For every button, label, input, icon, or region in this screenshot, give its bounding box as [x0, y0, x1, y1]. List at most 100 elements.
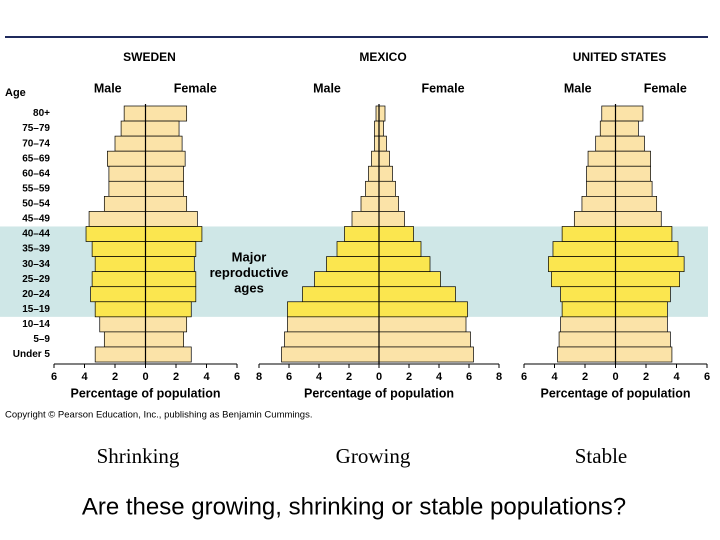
bar [615, 286, 671, 303]
bar [573, 211, 616, 227]
bar [615, 196, 658, 212]
age-category: 50–54 [22, 199, 50, 210]
bar [91, 271, 146, 288]
bar [615, 105, 644, 122]
bar [368, 165, 380, 182]
x-tick-label: 0 [142, 371, 148, 383]
bar [378, 196, 399, 212]
x-tick-label: 4 [673, 371, 680, 383]
bar [581, 196, 616, 212]
bar [145, 211, 198, 227]
bar [557, 346, 616, 363]
bar [599, 120, 616, 137]
x-tick-label: 2 [643, 371, 649, 383]
band-annotation: Major [232, 249, 267, 264]
bar [615, 226, 673, 242]
bar [615, 241, 679, 257]
bar [344, 226, 380, 242]
bar [145, 256, 195, 273]
x-axis-label: Percentage of population [70, 386, 220, 400]
x-tick-label: 2 [173, 371, 179, 383]
chart-title: SWEDEN [123, 50, 176, 64]
bar [615, 211, 662, 227]
x-tick-label: 0 [376, 371, 382, 383]
chart-title: UNITED STATES [573, 50, 667, 64]
age-category: Under 5 [13, 349, 51, 360]
bar [145, 316, 188, 333]
age-category: 60–64 [22, 168, 50, 179]
age-category: 15–19 [22, 304, 50, 315]
age-category: 65–69 [22, 153, 50, 164]
bar [123, 105, 146, 122]
age-label: Age [5, 87, 26, 99]
bar [548, 256, 616, 273]
question: Are these growing, shrinking or stable p… [82, 493, 626, 520]
legend-label: Female [644, 81, 687, 95]
bar [145, 346, 192, 363]
bar [378, 226, 414, 242]
x-tick-label: 6 [466, 371, 472, 383]
bar [378, 180, 396, 197]
bar [615, 316, 668, 333]
age-category: 80+ [33, 108, 50, 119]
bar [365, 180, 380, 197]
age-category: 10–14 [22, 319, 50, 330]
x-tick-label: 8 [496, 371, 502, 383]
bar [561, 226, 616, 242]
x-tick-label: 4 [316, 371, 323, 383]
x-tick-label: 0 [612, 371, 618, 383]
bar [378, 150, 390, 167]
bar [615, 331, 671, 348]
caption: Shrinking [97, 444, 180, 468]
bar [88, 211, 146, 227]
bar [378, 211, 405, 227]
bar [120, 120, 146, 137]
band-annotation: reproductive [210, 265, 289, 280]
bar [94, 256, 146, 273]
bar [336, 241, 380, 257]
bar [326, 256, 380, 273]
bar [302, 286, 380, 303]
bar [103, 196, 146, 212]
bar [378, 135, 387, 152]
x-tick-label: 6 [704, 371, 710, 383]
age-category: 25–29 [22, 274, 50, 285]
bar [378, 256, 431, 273]
bar [552, 241, 616, 257]
bar [586, 180, 616, 197]
x-tick-label: 4 [81, 371, 88, 383]
bar [145, 286, 197, 303]
bar [378, 165, 393, 182]
bar [85, 226, 146, 242]
bar [586, 165, 616, 182]
bar [145, 105, 188, 122]
x-tick-label: 8 [256, 371, 262, 383]
bar [371, 150, 380, 167]
bar [145, 331, 184, 348]
bar [107, 150, 146, 167]
bar [615, 150, 651, 167]
bar [90, 286, 146, 303]
age-category: 5–9 [33, 334, 50, 345]
bar [378, 241, 422, 257]
bar [561, 301, 616, 318]
bar [94, 301, 146, 318]
bar [615, 180, 653, 197]
x-tick-label: 4 [203, 371, 210, 383]
x-axis-label: Percentage of population [304, 386, 454, 400]
bar [378, 120, 384, 137]
bar [374, 120, 380, 137]
age-category: 55–59 [22, 183, 50, 194]
legend-label: Male [564, 81, 592, 95]
bar [99, 316, 146, 333]
bar [360, 196, 380, 212]
bar [108, 180, 146, 197]
bar [551, 271, 616, 288]
bar [287, 301, 380, 318]
bar [595, 135, 616, 152]
bar [145, 135, 183, 152]
legend-label: Male [313, 81, 341, 95]
x-tick-label: 6 [286, 371, 292, 383]
bar [145, 165, 184, 182]
